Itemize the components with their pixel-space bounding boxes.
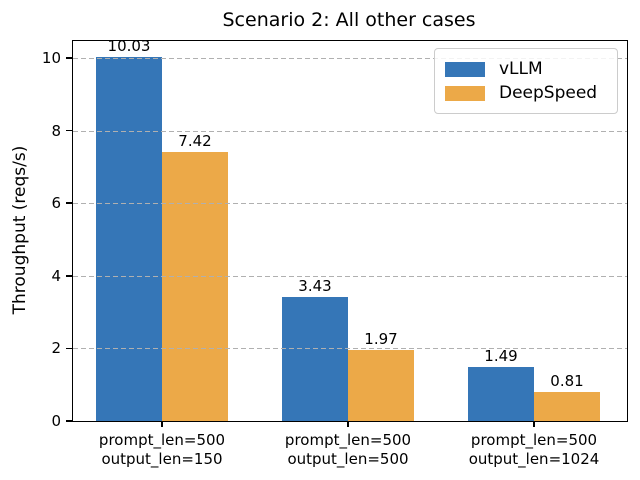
- legend-swatch-deepspeed: [445, 85, 485, 101]
- xtick-mark-2: [533, 422, 535, 427]
- bar-vllm-0: [96, 56, 162, 421]
- xtick-label-line: output_len=500: [287, 450, 409, 468]
- ytick-mark-10: [65, 57, 72, 59]
- ytick-label-6: 6: [51, 194, 61, 213]
- legend-label-vllm: vLLM: [499, 59, 543, 79]
- value-label-vllm-2: 1.49: [484, 346, 518, 365]
- gridline-y4: [73, 275, 627, 277]
- bar-vllm-2: [468, 366, 534, 421]
- value-label-deepspeed-1: 1.97: [364, 329, 398, 348]
- legend-swatch-vllm: [445, 61, 485, 77]
- xtick-label-line: prompt_len=500: [98, 431, 226, 449]
- ytick-mark-4: [65, 275, 72, 277]
- plot-area: vLLM DeepSpeed 10.03 3.43 1.49 7.42 1.97 0.81…: [42, 36, 628, 468]
- xtick-label-1: prompt_len=500 output_len=500: [285, 431, 411, 469]
- xtick-label-line: prompt_len=500: [470, 431, 598, 449]
- xtick-mark-1: [347, 422, 349, 427]
- gridline-y2: [73, 348, 627, 350]
- ytick-mark-6: [65, 202, 72, 204]
- bar-deepspeed-1: [348, 349, 414, 421]
- ytick-label-10: 10: [41, 49, 61, 68]
- ytick-label-2: 2: [51, 339, 61, 358]
- legend-item-vllm: vLLM: [445, 57, 607, 81]
- bar-deepspeed-2: [534, 391, 600, 421]
- bar-vllm-1: [282, 296, 348, 421]
- value-label-deepspeed-2: 0.81: [550, 371, 584, 390]
- ytick-label-4: 4: [51, 266, 61, 285]
- ytick-label-8: 8: [51, 121, 61, 140]
- xtick-label-line: output_len=150: [101, 450, 223, 468]
- legend: vLLM DeepSpeed: [434, 48, 618, 114]
- value-label-vllm-1: 3.43: [298, 276, 332, 295]
- ytick-label-0: 0: [51, 412, 61, 430]
- xtick-label-line: prompt_len=500: [284, 431, 412, 449]
- xtick-label-0: prompt_len=500 output_len=150: [99, 431, 225, 469]
- bar-deepspeed-0: [162, 151, 228, 421]
- ytick-mark-2: [65, 347, 72, 350]
- gridline-y10: [73, 58, 627, 60]
- xtick-label-2: prompt_len=500 output_len=1024: [469, 431, 600, 469]
- ytick-mark-0: [65, 420, 72, 422]
- value-label-vllm-0: 10.03: [107, 36, 151, 55]
- legend-label-deepspeed: DeepSpeed: [499, 83, 598, 103]
- xtick-mark-0: [161, 422, 163, 427]
- xtick-label-line: output_len=1024: [468, 450, 600, 468]
- gridline-y6: [73, 203, 627, 205]
- legend-item-deepspeed: DeepSpeed: [445, 81, 607, 105]
- value-label-deepspeed-0: 7.42: [178, 131, 212, 150]
- chart-title: Scenario 2: All other cases: [222, 9, 476, 31]
- y-axis-label: Throughput (reqs/s): [10, 145, 30, 315]
- gridline-y8: [73, 130, 627, 132]
- ytick-mark-8: [65, 129, 72, 132]
